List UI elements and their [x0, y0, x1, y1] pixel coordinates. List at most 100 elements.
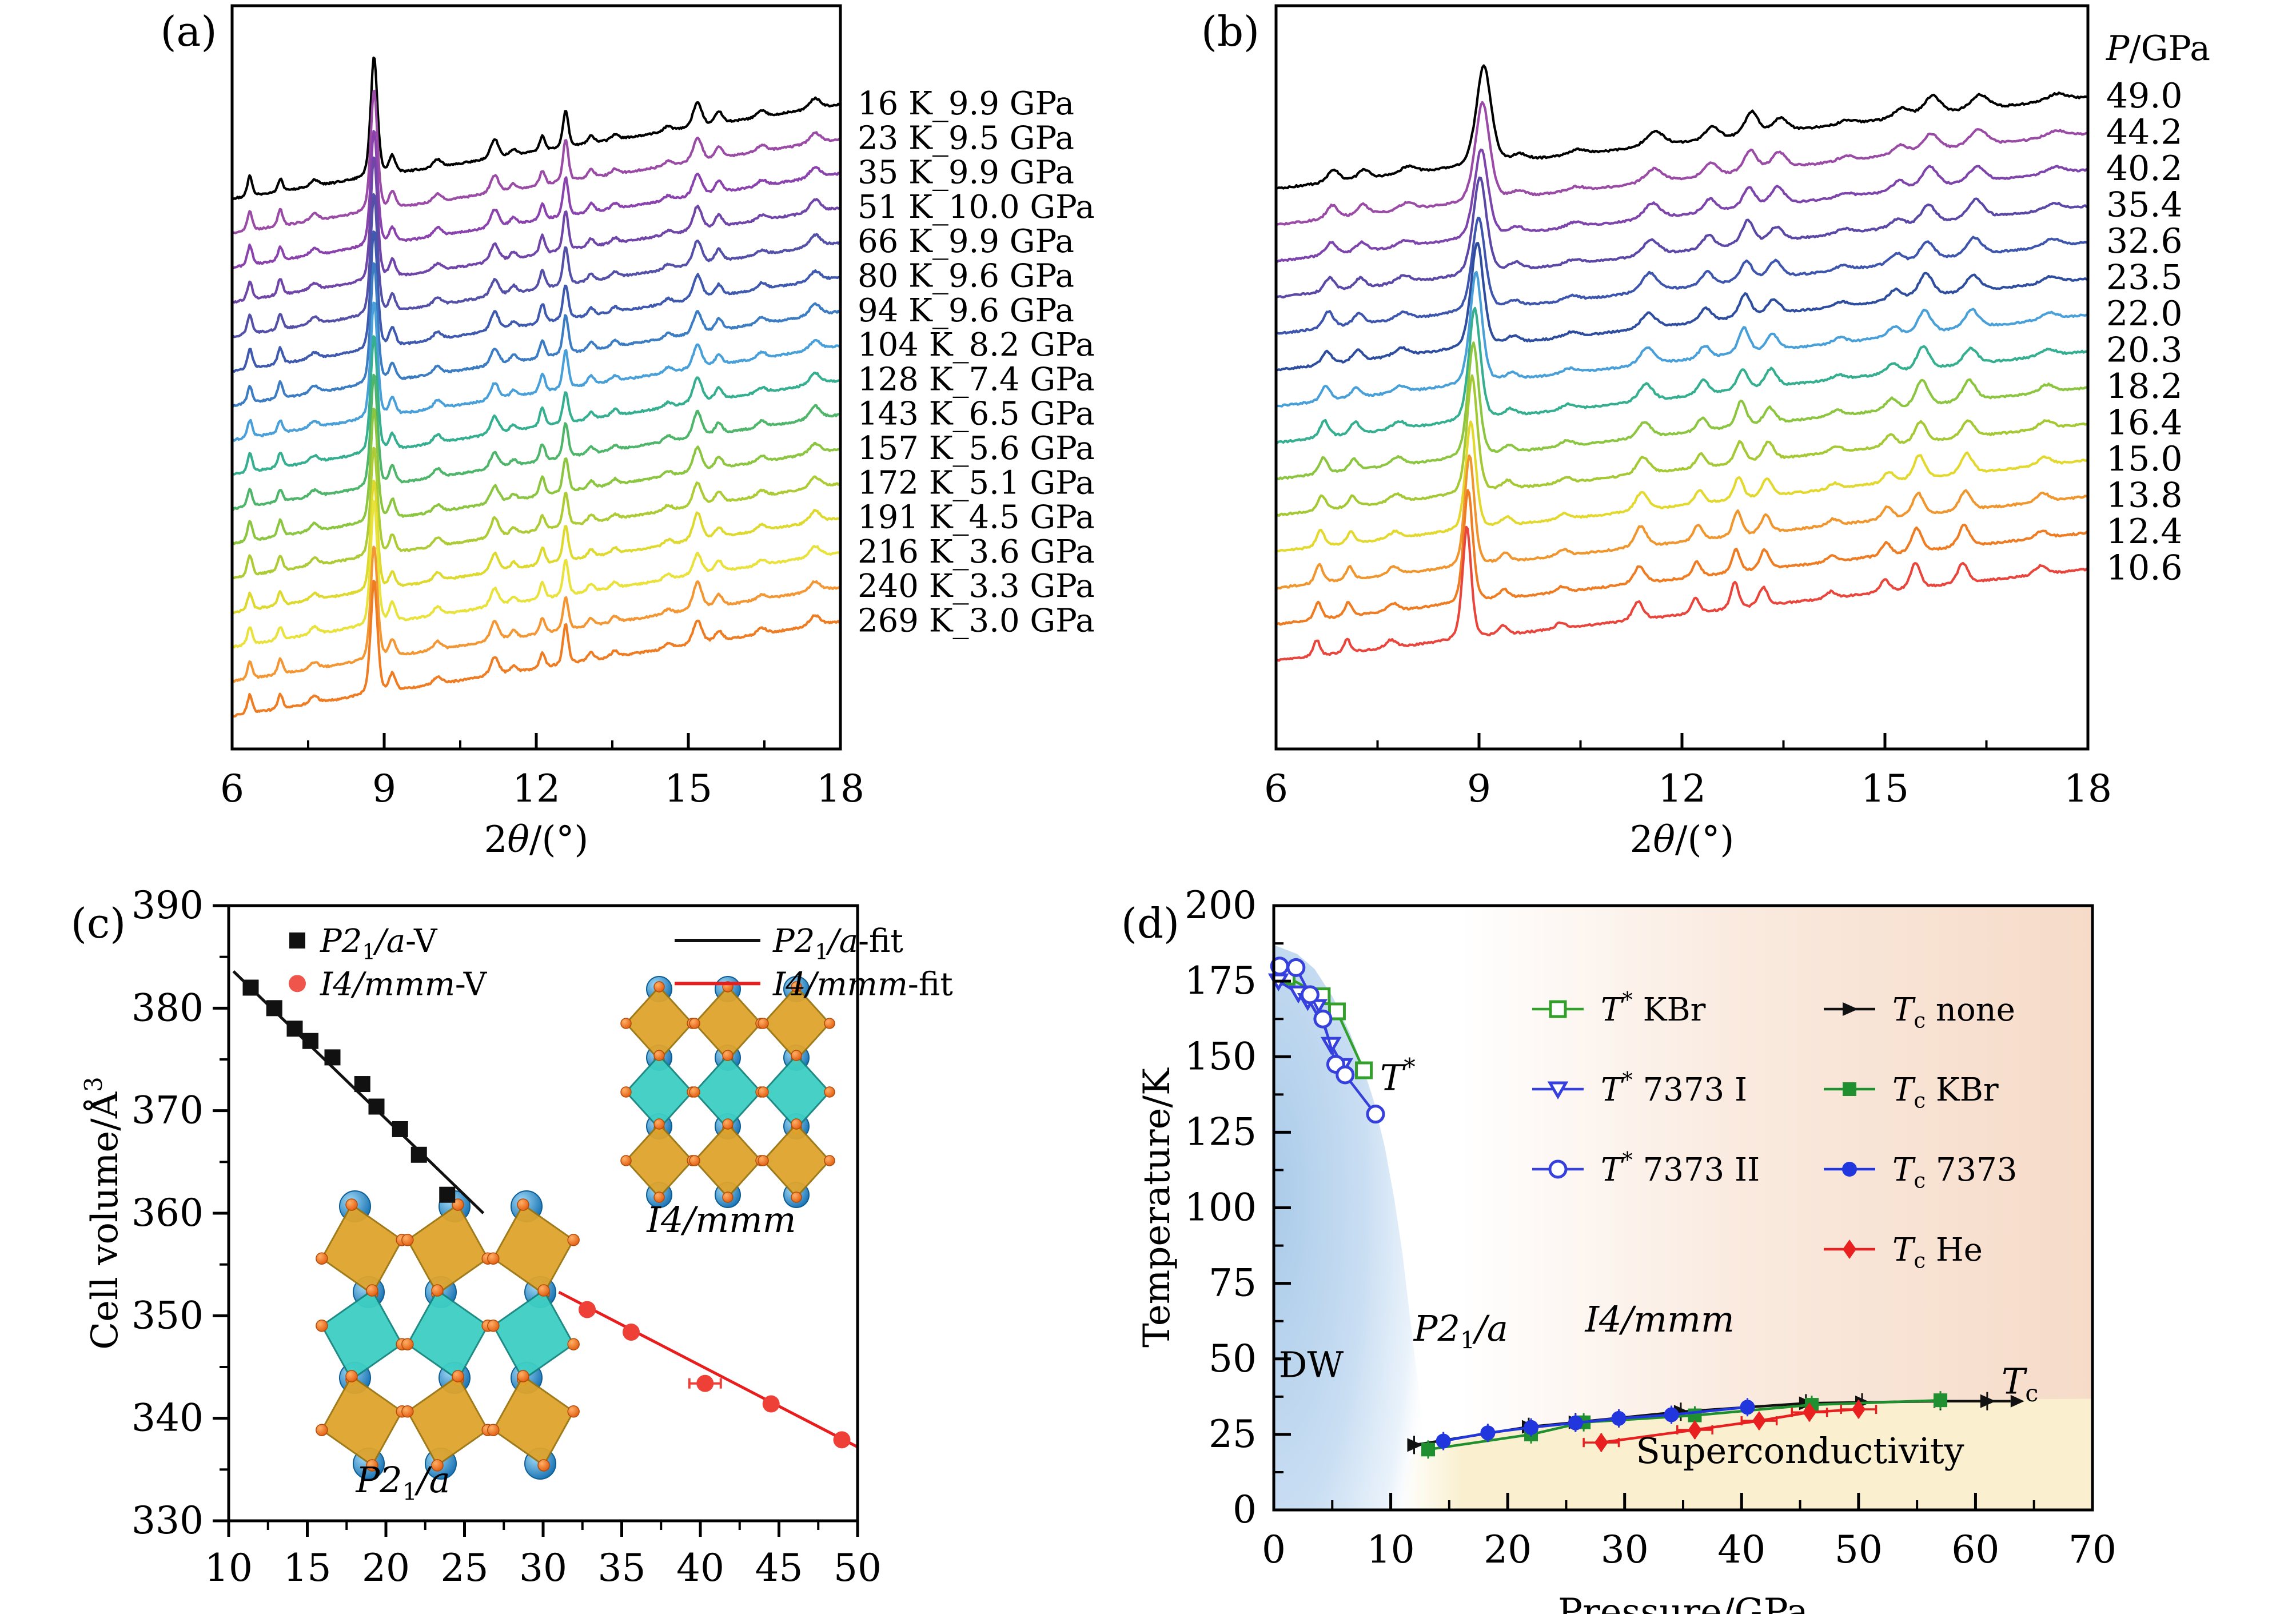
vertex-atom [722, 1050, 734, 1061]
inset-label-i4mmm: I4/mmm [646, 1199, 796, 1241]
xrd-curve-a-7 [232, 301, 840, 442]
curves-group-b [1276, 64, 2088, 662]
vertex-atom [620, 1086, 632, 1098]
xrd-curve-b-9 [1276, 374, 2088, 517]
octahedron-cyan [624, 1054, 694, 1130]
x-tick-label-c: 35 [598, 1546, 646, 1590]
y-axis-title-d: Temperature/K [1136, 1067, 1178, 1348]
panel-b: 6 9 12 15 18 2θ/(°) (b) P/GPa 49.044.240.235.432… [1201, 4, 2210, 861]
xrd-curve-a-0 [232, 56, 840, 200]
xrd-curve-b-12 [1276, 489, 2088, 626]
x-tick-label-c: 30 [519, 1546, 567, 1590]
vertex-atom [758, 1018, 769, 1029]
data-point-i4mmm-1 [623, 1324, 640, 1341]
marker-diamond-0 [1594, 1433, 1608, 1453]
marker-right-triangle-0 [1407, 1438, 1423, 1452]
y-tick-label-d: 125 [1185, 1110, 1257, 1154]
data-point-p21a-6 [368, 1098, 385, 1115]
vertex-atom [758, 1086, 769, 1098]
xrd-curve-b-7 [1276, 306, 2088, 444]
vertex-atom [653, 1118, 665, 1130]
phase-label-3: T* [1380, 1053, 1416, 1098]
vertex-atom [316, 1252, 328, 1265]
marker-open-square-2 [1328, 1002, 1346, 1021]
x-axis-title-d: Pressure/GPa [1558, 1591, 1808, 1614]
y-axis-title-c: Cell volume/Å3 [79, 1077, 126, 1350]
marker-filled-circle-1 [1480, 1425, 1496, 1441]
legend-label-i4mmm-v: I4/mmm-V [320, 966, 488, 1003]
vertex-atom [431, 1459, 444, 1472]
curve-label-b-5: 23.5 [2106, 258, 2183, 298]
curve-label-a-6: 94 K_9.6 GPa [858, 292, 1074, 329]
curve-label-b-6: 22.0 [2106, 294, 2183, 334]
y-tick-label-d: 150 [1185, 1034, 1257, 1078]
marker-open-circle-3 [1313, 1009, 1333, 1029]
xrd-curve-a-12 [232, 480, 840, 615]
marker-right-triangle-leg [1843, 1002, 1858, 1016]
octahedron-gold [406, 1374, 489, 1467]
octahedron-cyan [693, 1054, 763, 1130]
marker-open-triangle-leg [1547, 1081, 1569, 1099]
vertex-atom [758, 1155, 769, 1166]
x-tick-label: 15 [1861, 767, 1909, 811]
y-tick-label-d: 50 [1209, 1337, 1257, 1381]
data-point-p21a-7 [392, 1121, 408, 1137]
marker-open-circle-leg [1548, 1159, 1568, 1179]
y-tick-label-c: 350 [131, 1293, 204, 1337]
marker-open-circle-5 [1336, 1065, 1355, 1085]
vertex-atom [824, 1018, 835, 1029]
data-point-p21a-5 [354, 1076, 370, 1093]
legend-label-5: Tc 7373 [1892, 1151, 2017, 1193]
xrd-curve-a-9 [232, 373, 840, 511]
data-point-p21a-8 [410, 1146, 427, 1163]
marker-right-triangle-7 [1980, 1394, 1996, 1408]
x-tick-label: 6 [220, 767, 244, 811]
vertex-atom [567, 1234, 580, 1246]
xrd-curve-a-1 [232, 89, 840, 235]
vertex-atom [401, 1338, 414, 1350]
phase-label-2: I4/mmm [1584, 1298, 1734, 1340]
xrd-curve-b-11 [1276, 454, 2088, 590]
marker-filled-circle-6 [1740, 1400, 1755, 1415]
axes-frame-b [1274, 4, 2090, 751]
legend-entry-3: Tc none [1824, 991, 2015, 1033]
panel-letter-b: (b) [1201, 7, 1259, 55]
panel-letter-a: (a) [160, 7, 217, 55]
vertex-atom [316, 1320, 328, 1332]
legend-label-0: T* KBr [1601, 987, 1706, 1029]
data-point-p21a-0 [242, 979, 259, 996]
xrd-curve-a-11 [232, 447, 840, 579]
vertex-atom [689, 1155, 700, 1166]
vertex-atom [487, 1424, 500, 1436]
x-tick-label-c: 20 [362, 1546, 410, 1590]
xrd-curve-a-10 [232, 408, 840, 545]
xrd-curve-b-6 [1276, 270, 2088, 408]
xrd-curve-a-5 [232, 230, 840, 373]
marker-open-square-3 [1355, 1061, 1373, 1079]
x-tick-label: 15 [664, 767, 712, 811]
legend-label-3: Tc none [1892, 991, 2015, 1033]
x-tick-label-d: 70 [2068, 1528, 2116, 1572]
data-point-i4mmm-4 [833, 1431, 851, 1449]
x-tick-label: 12 [512, 767, 560, 811]
x-tick-label-c: 50 [834, 1546, 882, 1590]
vertex-atom [431, 1284, 444, 1297]
curve-label-b-8: 18.2 [2106, 366, 2183, 407]
xrd-curve-b-5 [1276, 242, 2088, 372]
region-dw-dome [1274, 945, 1432, 1510]
xrd-curve-a-8 [232, 335, 840, 476]
xrd-curve-b-0 [1276, 64, 2088, 190]
vertex-atom [345, 1370, 358, 1382]
curve-label-b-9: 16.4 [2106, 403, 2183, 443]
legend-entry-1: T* 7373 I [1532, 1067, 1747, 1109]
data-point-p21a-3 [302, 1033, 318, 1049]
legend-label-1: T* 7373 I [1601, 1067, 1747, 1109]
data-point-p21a-9 [439, 1186, 456, 1203]
curve-label-b-0: 49.0 [2106, 76, 2183, 116]
y-tick-label-d: 75 [1209, 1261, 1257, 1305]
marker-diamond-2 [1752, 1411, 1766, 1431]
x-tick-label-c: 25 [441, 1546, 489, 1590]
marker-open-circle-1 [1286, 958, 1306, 977]
x-axis-a: 6 9 12 15 18 [220, 733, 864, 811]
